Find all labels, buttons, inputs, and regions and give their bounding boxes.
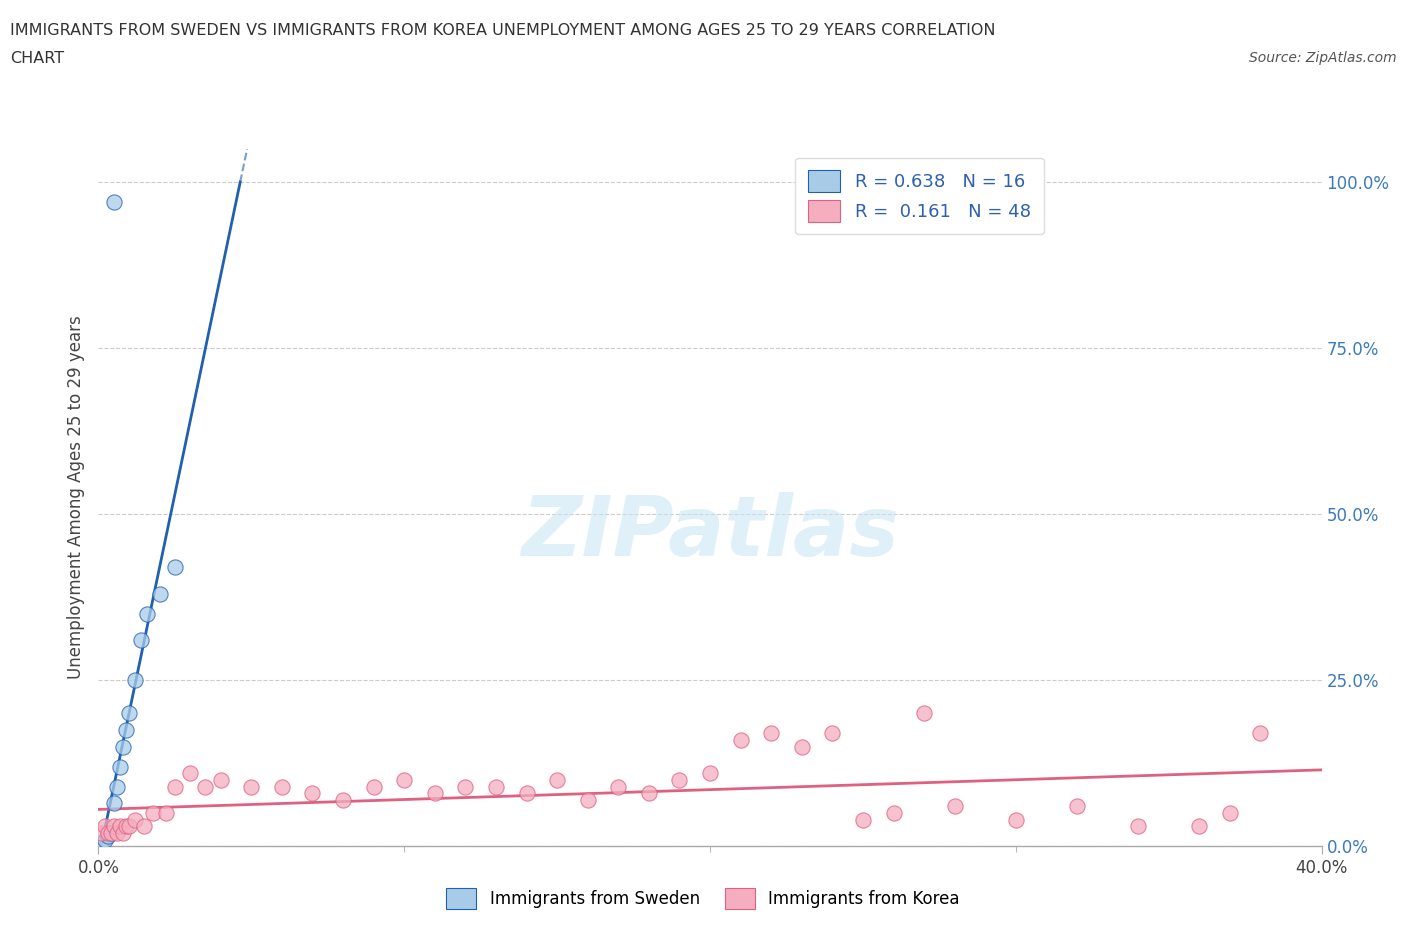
Point (115, 723, 138, 737)
Point (270, 779, 292, 794)
Point (392, 773, 416, 788)
Point (454, 779, 477, 794)
Point (1249, 726, 1271, 741)
Point (90, 826, 112, 841)
Point (1128, 819, 1150, 834)
Point (100, 826, 122, 841)
Point (1004, 812, 1026, 827)
Point (1219, 805, 1241, 820)
Point (163, 560, 186, 575)
Point (240, 779, 263, 794)
Point (699, 765, 721, 780)
Point (103, 194, 125, 209)
Text: IMMIGRANTS FROM SWEDEN VS IMMIGRANTS FROM KOREA UNEMPLOYMENT AMONG AGES 25 TO 29: IMMIGRANTS FROM SWEDEN VS IMMIGRANTS FRO… (10, 23, 995, 38)
Text: ZIPatlas: ZIPatlas (522, 492, 898, 573)
Point (485, 779, 508, 794)
Point (90, 835, 112, 850)
Point (97, 826, 120, 841)
Point (912, 706, 935, 721)
Point (105, 779, 128, 794)
Point (134, 819, 156, 834)
Point (883, 805, 905, 820)
Point (111, 739, 134, 754)
Point (149, 587, 172, 602)
Point (1188, 819, 1211, 834)
Point (821, 726, 844, 741)
Text: CHART: CHART (10, 51, 63, 66)
Point (124, 812, 146, 827)
Point (93, 819, 115, 834)
Point (124, 672, 146, 687)
Point (93, 832, 115, 847)
Point (730, 733, 752, 748)
Point (759, 726, 782, 741)
Point (105, 826, 128, 841)
Point (118, 819, 141, 834)
Point (118, 706, 141, 721)
Point (103, 796, 125, 811)
Point (129, 633, 152, 648)
Point (136, 606, 159, 621)
Point (163, 779, 186, 794)
Y-axis label: Unemployment Among Ages 25 to 29 years: Unemployment Among Ages 25 to 29 years (66, 315, 84, 680)
Point (852, 812, 875, 827)
Point (179, 765, 201, 780)
Point (546, 773, 568, 788)
Point (111, 826, 134, 841)
Point (790, 739, 813, 754)
Point (332, 792, 354, 807)
Point (668, 773, 690, 788)
Point (943, 799, 966, 814)
Text: Source: ZipAtlas.com: Source: ZipAtlas.com (1249, 51, 1396, 65)
Point (115, 819, 138, 834)
Point (97, 829, 120, 844)
Point (637, 786, 661, 801)
Point (576, 792, 599, 807)
Point (194, 779, 217, 794)
Point (100, 826, 122, 841)
Legend: Immigrants from Sweden, Immigrants from Korea: Immigrants from Sweden, Immigrants from … (439, 880, 967, 917)
Point (108, 759, 131, 774)
Point (516, 786, 538, 801)
Point (209, 773, 232, 788)
Point (363, 779, 385, 794)
Point (423, 786, 446, 801)
Point (301, 786, 323, 801)
Point (103, 819, 125, 834)
Point (108, 819, 131, 834)
Point (155, 805, 177, 820)
Point (1066, 799, 1088, 814)
Legend: R = 0.638   N = 16, R =  0.161   N = 48: R = 0.638 N = 16, R = 0.161 N = 48 (796, 158, 1043, 234)
Point (607, 779, 630, 794)
Point (142, 805, 165, 820)
